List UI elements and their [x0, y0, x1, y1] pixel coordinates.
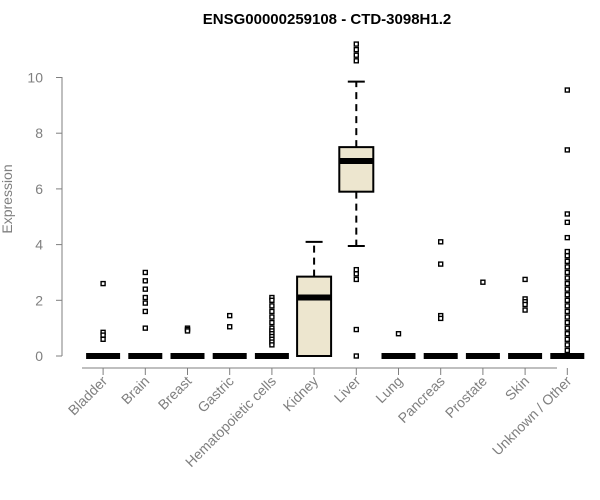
x-tick-label: Unknown / Other — [489, 373, 575, 459]
outlier-point — [269, 308, 275, 315]
outlier-point — [564, 280, 570, 287]
chart-title: ENSG00000259108 - CTD-3098H1.2 — [203, 11, 451, 28]
outlier-point — [100, 336, 106, 342]
y-tick-label: 6 — [35, 181, 43, 197]
x-tick-label: Lung — [372, 373, 405, 406]
outlier-point — [564, 87, 570, 93]
y-tick-label: 4 — [35, 237, 43, 253]
outlier-point — [269, 319, 275, 326]
outlier-point — [564, 286, 570, 292]
outlier-point — [269, 297, 275, 303]
outlier-point — [353, 276, 359, 283]
outlier-point — [100, 280, 106, 287]
outlier-point — [438, 239, 444, 245]
outlier-point — [564, 219, 570, 226]
outlier-point — [564, 303, 570, 309]
outlier-point — [142, 269, 149, 276]
outlier-point — [353, 326, 359, 333]
box-group — [128, 269, 163, 359]
box-group — [212, 312, 247, 359]
outlier-point — [564, 325, 570, 331]
outlier-point — [564, 211, 570, 217]
outlier-point — [564, 275, 570, 281]
outlier-point — [438, 315, 444, 322]
outlier-point — [395, 331, 402, 337]
box-group — [550, 87, 585, 359]
x-tick-label: Skin — [502, 373, 533, 404]
x-tick-label: Kidney — [280, 373, 322, 415]
outlier-point — [142, 325, 149, 331]
x-tick-label: Prostate — [442, 373, 490, 421]
outlier-point — [142, 294, 149, 301]
box-group — [508, 276, 543, 359]
outlier-point — [353, 266, 359, 273]
outlier-point — [353, 271, 359, 277]
box-group — [465, 279, 500, 359]
box-group — [254, 294, 289, 359]
outlier-point — [564, 297, 570, 303]
x-tick-label: Breast — [155, 373, 195, 413]
box-group — [338, 41, 375, 359]
outlier-point — [564, 248, 570, 255]
outlier-point — [353, 58, 359, 64]
outlier-point — [142, 278, 149, 284]
outlier-point — [184, 328, 191, 334]
outlier-point — [564, 292, 570, 298]
outlier-point — [564, 308, 570, 315]
outlier-point — [564, 342, 570, 348]
y-tick-label: 0 — [35, 348, 43, 364]
outlier-point — [142, 300, 149, 306]
outlier-point — [480, 279, 486, 285]
outlier-point — [226, 324, 233, 330]
box-group — [381, 331, 416, 359]
outlier-point — [564, 269, 570, 276]
outlier-point — [269, 303, 275, 309]
y-ticks: 0 2 4 6 8 10 — [27, 70, 62, 364]
outlier-point — [564, 314, 570, 320]
boxes — [86, 41, 585, 359]
outlier-point — [438, 261, 444, 267]
x-tick-label: Pancreas — [395, 373, 448, 426]
box-group — [170, 325, 205, 359]
outlier-point — [564, 264, 570, 270]
outlier-point — [353, 353, 359, 359]
outlier-point — [564, 147, 570, 153]
box-iqr — [296, 275, 333, 357]
outlier-point — [564, 258, 570, 265]
y-tick-label: 8 — [35, 125, 43, 141]
box-group — [86, 280, 121, 359]
outlier-point — [564, 336, 570, 342]
outlier-point — [142, 286, 149, 292]
x-tick-label: Brain — [118, 373, 152, 407]
outlier-point — [564, 253, 570, 259]
box-group — [296, 240, 333, 357]
outlier-point — [353, 52, 359, 58]
box-group — [423, 239, 458, 359]
outlier-point — [564, 319, 570, 326]
outlier-point — [564, 234, 570, 241]
outlier-point — [269, 342, 275, 348]
outlier-point — [522, 301, 528, 308]
outlier-point — [226, 312, 233, 319]
outlier-point — [269, 314, 275, 320]
outlier-point — [353, 46, 359, 53]
y-axis-title: Expression — [0, 164, 15, 233]
outlier-point — [353, 41, 359, 47]
x-tick-label: Bladder — [65, 373, 111, 419]
y-tick-label: 2 — [35, 292, 43, 308]
outlier-point — [564, 347, 570, 354]
outlier-point — [564, 331, 570, 337]
y-tick-label: 10 — [27, 70, 43, 86]
outlier-point — [142, 308, 149, 315]
x-tick-label: Liver — [331, 373, 364, 406]
outlier-point — [522, 276, 528, 283]
outlier-point — [522, 307, 528, 313]
box-iqr — [338, 146, 375, 193]
outlier-point — [100, 332, 106, 338]
